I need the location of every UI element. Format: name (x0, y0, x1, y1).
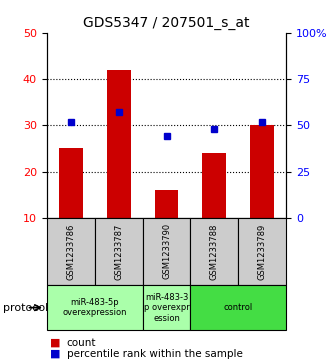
Text: miR-483-3
p overexpr
ession: miR-483-3 p overexpr ession (144, 293, 189, 323)
Bar (143, 285, 190, 330)
Text: ■: ■ (50, 349, 61, 359)
Bar (143, 218, 190, 285)
Text: GSM1233788: GSM1233788 (210, 223, 219, 280)
Text: ■: ■ (50, 338, 61, 348)
Bar (47, 218, 95, 285)
Text: GSM1233786: GSM1233786 (66, 223, 75, 280)
Bar (250, 125, 274, 218)
Bar (155, 190, 178, 218)
Bar (59, 148, 83, 218)
Text: miR-483-5p
overexpression: miR-483-5p overexpression (62, 298, 127, 317)
Bar (190, 218, 238, 285)
Text: GSM1233787: GSM1233787 (114, 223, 123, 280)
Text: GSM1233789: GSM1233789 (258, 223, 267, 280)
Bar (107, 70, 131, 218)
Bar (238, 218, 286, 285)
Bar (202, 153, 226, 218)
Text: protocol: protocol (3, 303, 49, 313)
Bar (95, 218, 143, 285)
Bar (190, 285, 286, 330)
Bar (47, 285, 143, 330)
Text: percentile rank within the sample: percentile rank within the sample (67, 349, 242, 359)
Text: control: control (224, 303, 253, 312)
Text: GSM1233790: GSM1233790 (162, 223, 171, 280)
Text: GDS5347 / 207501_s_at: GDS5347 / 207501_s_at (83, 16, 250, 30)
Text: count: count (67, 338, 96, 348)
